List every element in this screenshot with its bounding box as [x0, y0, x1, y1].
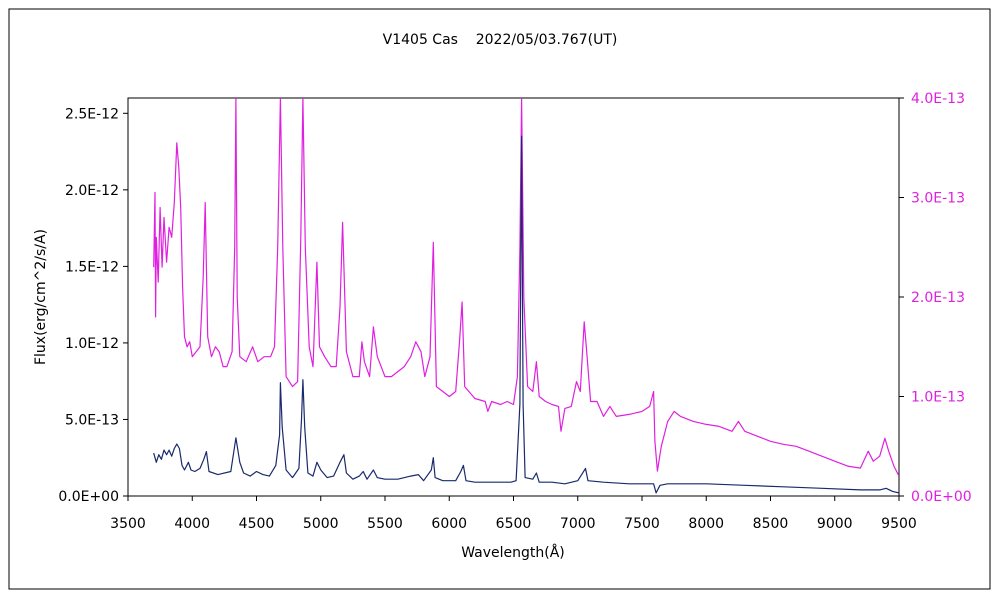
y-axis-label: Flux(erg/cm^2/s/A): [33, 229, 49, 365]
outer-border: [8, 8, 991, 590]
y-left-tick-label: 1.5E-12: [65, 259, 119, 275]
y-left-tick-label: 2.5E-12: [65, 106, 119, 122]
y-right-tick-label: 1.0E-13: [911, 390, 965, 406]
x-tick-label: 6500: [496, 516, 532, 532]
series-layer: [153, 98, 899, 494]
x-tick-label: 7500: [624, 516, 660, 532]
x-tick-label: 9500: [881, 516, 917, 532]
x-tick-label: 7000: [560, 516, 596, 532]
series-line-left-axis: [153, 135, 899, 494]
x-axis-label: Wavelength(Å): [461, 544, 565, 561]
chart-title: V1405 Cas 2022/05/03.767(UT): [383, 32, 618, 48]
y-right-tick-label: 3.0E-13: [911, 191, 965, 207]
y-axis-left: 0.0E+00 5.0E-13 1.0E-12 1.5E-12 2.0E-12 2.5E-…: [58, 106, 128, 505]
x-tick-label: 9000: [817, 516, 853, 532]
x-axis: 3500 4000 4500 5000 5500 6000 6500 7000 7500 8000…: [110, 496, 917, 532]
y-axis-right: 0.0E+00 1.0E-13 2.0E-13 3.0E-13 4.0E-13: [899, 91, 972, 505]
y-right-tick-label: 4.0E-13: [911, 91, 965, 107]
y-right-tick-label: 0.0E+00: [911, 489, 972, 505]
series-line-right-axis: [153, 98, 899, 477]
x-tick-label: 8000: [688, 516, 724, 532]
x-tick-label: 4500: [239, 516, 275, 532]
x-tick-label: 8500: [753, 516, 789, 532]
y-left-tick-label: 2.0E-12: [65, 183, 119, 199]
x-tick-label: 4000: [174, 516, 210, 532]
y-left-tick-label: 5.0E-13: [65, 412, 119, 428]
x-tick-label: 5500: [367, 516, 403, 532]
y-left-tick-label: 0.0E+00: [58, 489, 119, 505]
x-tick-label: 6000: [431, 516, 467, 532]
x-tick-label: 3500: [110, 516, 146, 532]
y-right-tick-label: 2.0E-13: [911, 290, 965, 306]
y-left-tick-label: 1.0E-12: [65, 336, 119, 352]
x-tick-label: 5000: [303, 516, 339, 532]
